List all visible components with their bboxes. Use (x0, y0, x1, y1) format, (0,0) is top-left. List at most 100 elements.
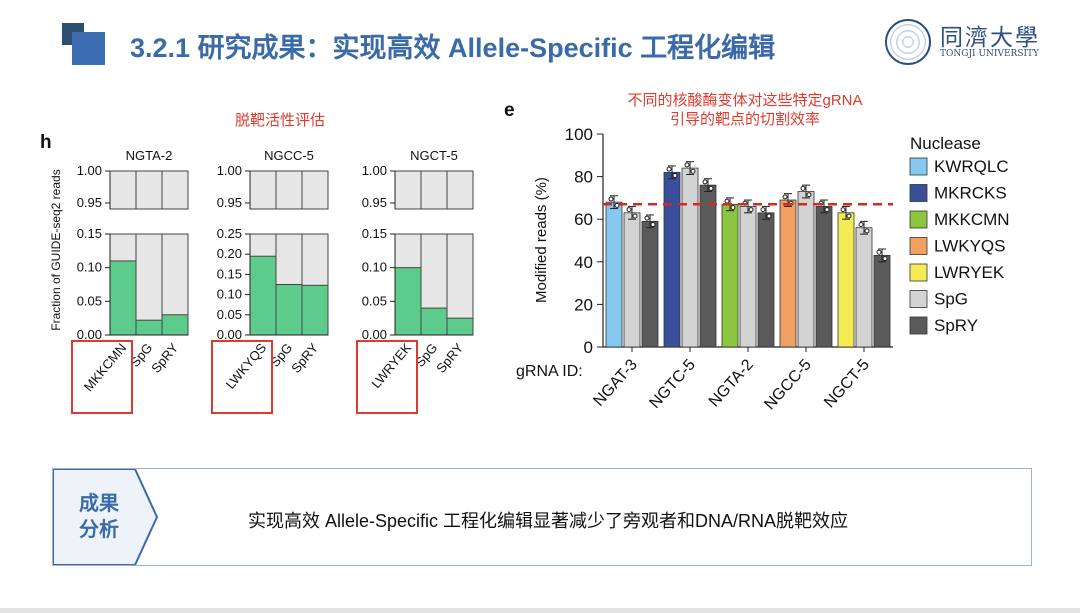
modified-replicate-point (766, 213, 772, 219)
modified-replicate-point (730, 204, 736, 210)
modified-y-tick-label: 60 (574, 210, 593, 229)
modified-replicate-point (858, 222, 864, 228)
offtarget-subplot-1-title: NGTA-2 (126, 148, 173, 163)
offtarget-subplot-3-bar-top-2 (420, 170, 448, 210)
modified-category-label: NGAT-3 (590, 356, 641, 410)
panel-h-letter: h (40, 132, 52, 153)
offtarget-subplot-3-highlight-box (356, 340, 418, 414)
legend-label-mkrcks: MKRCKS (934, 184, 1007, 203)
modified-replicate-point (748, 207, 754, 213)
modified-replicate-point (632, 213, 638, 219)
modified-category-label: NGTC-5 (646, 356, 699, 412)
modified-y-tick-label: 20 (574, 295, 593, 314)
modified-replicate-point (684, 162, 690, 168)
summary-tag-chevron (53, 469, 159, 565)
modified-bar-ngta-2-spg (739, 206, 757, 348)
modified-replicate-point (608, 196, 614, 202)
modified-replicate-point (708, 185, 714, 191)
offtarget-subplot-2-bar-spry (301, 284, 329, 336)
legend-swatch-lwryek (909, 263, 928, 282)
offtarget-subplot-3-tick-label: 0.05 (362, 293, 387, 308)
modified-replicate-point (782, 194, 788, 200)
legend-swatch-spry (909, 316, 928, 335)
legend-swatch-spg (909, 290, 928, 308)
offtarget-subplot-1-highlight-box (71, 340, 133, 414)
offtarget-subplot-1-tick-label: 0.15 (77, 226, 102, 241)
offtarget-subplot-3-bar-top-3 (446, 170, 474, 210)
modified-bar-ngct-5-lwryek (837, 212, 855, 348)
modified-bar-ngtc-5-spry (699, 184, 717, 348)
modified-replicate-point (666, 166, 672, 172)
modified-replicate-point (882, 256, 888, 262)
offtarget-subplot-2-tick-label: 0.10 (217, 287, 242, 302)
efficiency-caption-line1: 不同的核酸酶变体对这些特定gRNA (627, 92, 863, 109)
offtarget-subplot-1-bar-top-1 (109, 170, 137, 210)
modified-replicate-point (672, 173, 678, 179)
modified-bar-ngcc-5-spg (797, 191, 815, 348)
offtarget-subplot-3-bar-top-1 (394, 170, 422, 210)
modified-replicate-point (824, 207, 830, 213)
modified-category-label: NGCT-5 (821, 356, 873, 411)
legend-label-lwkyqs: LWKYQS (934, 237, 1005, 256)
title-decoration-square-blue (72, 32, 105, 65)
offtarget-subplot-3-bar-spg (420, 307, 448, 336)
offtarget-subplot-3-bar-lwryek (394, 267, 422, 336)
offtarget-subplot-2-tick-label: 0.20 (217, 246, 242, 261)
legend-title: Nuclease (910, 134, 981, 153)
offtarget-subplot-1-tick-label: 0.00 (77, 327, 102, 342)
offtarget-subplot-2-bar-top-2 (275, 170, 303, 210)
panel-e-letter: e (504, 100, 515, 121)
offtarget-subplot-2-bar-spg (275, 284, 303, 336)
offtarget-subplot-2-tick-label: 0.05 (217, 307, 242, 322)
offtarget-bar-chart: Fraction of GUIDE-seq2 reads NGTA-2 1.00 0.… (49, 148, 474, 414)
modified-replicate-point (650, 222, 656, 228)
modified-bar-ngcc-5-spry (815, 206, 833, 348)
legend-swatch-kwrqlc (909, 157, 928, 176)
modified-bar-ngat-3-spg (623, 212, 641, 348)
modified-bar-ngtc-5-mkrcks (663, 171, 681, 348)
modified-replicate-point (690, 168, 696, 174)
modified-replicate-point (846, 213, 852, 219)
summary-text: 实现高效 Allele-Specific 工程化编辑显著减少了旁观者和DNA/R… (248, 511, 849, 531)
logo-english-name: TONGJI UNIVERSITY (940, 49, 1039, 59)
modified-y-tick-label: 40 (574, 253, 593, 272)
summary-box: 成果 分析 实现高效 Allele-Specific 工程化编辑显著减少了旁观者… (52, 468, 1032, 566)
modified-replicate-point (626, 207, 632, 213)
offtarget-subplot-3-tick-top-label: 0.95 (362, 195, 387, 210)
modified-y-tick-label: 100 (565, 125, 593, 144)
logo-chinese-name: 同濟大學 (940, 25, 1040, 51)
offtarget-subplot-2-bar-top-3 (301, 170, 329, 210)
offtarget-subplot-2-tick-label: 0.25 (217, 226, 242, 241)
offtarget-subplot-1-bar-top-3 (161, 170, 189, 210)
modified-replicate-point (702, 179, 708, 185)
offtarget-subplot-3-tick-label: 0.00 (362, 327, 387, 342)
summary-tag-line2: 分析 (79, 519, 119, 541)
offtarget-caption: 脱靶活性评估 (234, 112, 325, 129)
legend-label-spry: SpRY (934, 316, 978, 335)
modified-bar-ngat-3-spry (641, 220, 659, 348)
modified-bar-ngct-5-spg (855, 227, 873, 348)
offtarget-subplot-3-tick-top-label: 1.00 (362, 163, 387, 178)
offtarget-subplot-2-tick-top-label: 1.00 (217, 163, 242, 178)
legend-swatch-mkkcmn (909, 210, 928, 229)
modified-replicate-point (800, 185, 806, 191)
efficiency-caption-line2: 引导的靶点的切割效率 (669, 111, 820, 128)
university-logo: 同濟大學 TONGJI UNIVERSITY (885, 17, 1040, 69)
modified-replicate-point (644, 215, 650, 221)
offtarget-subplot-3-tick-label: 0.10 (362, 260, 387, 275)
modified-category-label: NGTA-2 (706, 356, 757, 410)
offtarget-subplot-2-title: NGCC-5 (264, 148, 314, 163)
modified-bar-ngtc-5-spg (681, 167, 699, 348)
legend-label-spg: SpG (934, 290, 968, 309)
modified-replicate-point (806, 192, 812, 198)
legend-label-mkkcmn: MKKCMN (934, 210, 1010, 229)
offtarget-subplot-3-title: NGCT-5 (410, 148, 458, 163)
summary-tag-label: 成果 分析 (67, 491, 131, 543)
modified-bar-ngcc-5-lwkyqs (779, 199, 797, 348)
offtarget-subplot-1-tick-top-label: 0.95 (77, 195, 102, 210)
offtarget-y-axis-label: Fraction of GUIDE-seq2 reads (49, 169, 63, 330)
university-seal-icon (885, 19, 931, 65)
modified-replicate-point (876, 249, 882, 255)
